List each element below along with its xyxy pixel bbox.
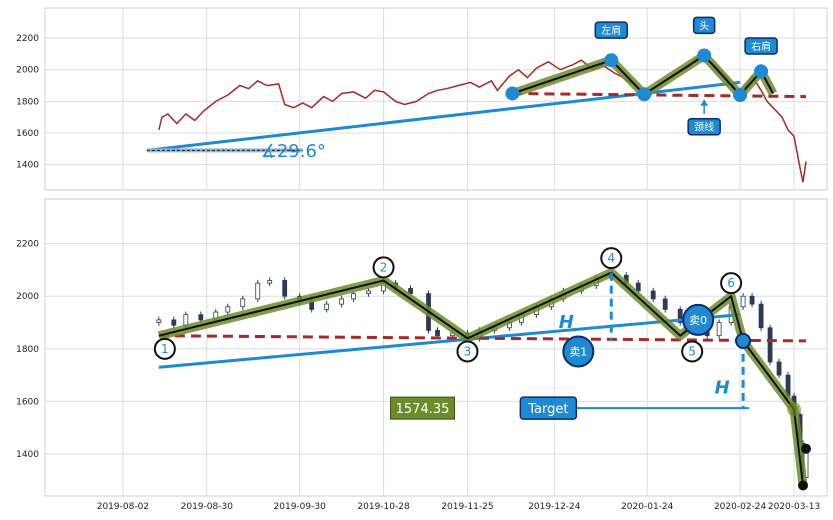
y-tick-label: 2000 [16, 292, 39, 302]
sell-marker-circle [682, 303, 715, 336]
annotation-label-box [744, 37, 778, 55]
pivot-point-label: 5 [688, 344, 696, 358]
candle-body [156, 319, 162, 323]
y-tick-label: 2000 [16, 66, 39, 76]
target-label-box [519, 396, 578, 420]
annotation-label-box [687, 117, 721, 136]
candle-body [749, 295, 755, 305]
y-tick-label: 2200 [16, 34, 39, 44]
pivot-point-label: 1 [161, 342, 169, 356]
top-panel-frame [44, 7, 828, 191]
pivot-marker [637, 87, 652, 102]
candle-body [225, 306, 231, 313]
x-tick-label: 2020-01-24 [621, 502, 674, 512]
breakout-marker [735, 332, 752, 349]
pivot-marker [505, 86, 520, 101]
target-value-label: 1574.35 [396, 402, 450, 417]
sell-marker-label: 卖1 [569, 345, 587, 358]
annotation-label: 颈线 [694, 121, 714, 134]
pivot-marker [733, 88, 748, 103]
y-tick-label: 1800 [16, 345, 39, 355]
candle-body [351, 293, 357, 300]
sell-marker-circle [562, 335, 595, 368]
y-tick-label: 1400 [16, 450, 39, 460]
x-tick-label: 2019-09-30 [274, 502, 327, 512]
neckline [158, 334, 807, 343]
pivot-marker [697, 48, 712, 63]
candle-body [435, 330, 440, 337]
sell-marker-label: 卖0 [689, 314, 707, 327]
x-tick-label: 2020-02-24 [714, 502, 767, 512]
y-tick-label: 1800 [16, 97, 39, 107]
y-tick-label: 2200 [16, 240, 39, 250]
pivot-point-circle [456, 340, 479, 363]
y-tick-label: 1600 [16, 397, 39, 407]
pivot-marker [604, 53, 619, 68]
candle-body [662, 298, 668, 310]
candle-body [198, 314, 204, 321]
pivot-point-label: 2 [380, 260, 388, 274]
candle-body [758, 303, 764, 329]
y-tick-label: 1600 [16, 129, 39, 139]
pivot-point-circle [372, 256, 395, 279]
pivot-point-label: 3 [464, 344, 472, 358]
pivot-point-circle [153, 337, 176, 360]
candle-body [324, 303, 330, 310]
x-tick-label: 2020-03-13 [768, 502, 820, 512]
annotation-label: 右肩 [751, 40, 771, 53]
candle-body [255, 282, 261, 300]
target-hit-marker [787, 402, 802, 417]
candle-body [339, 298, 345, 305]
x-tick-label: 2019-11-25 [441, 502, 493, 512]
angle-label: ∡29.6° [261, 141, 326, 162]
pivot-point-label: 6 [727, 276, 735, 290]
candle-body [171, 319, 177, 326]
neckline [512, 92, 807, 99]
candle-body [776, 361, 782, 376]
x-tick-label: 2019-08-30 [181, 502, 234, 512]
x-tick-label: 2019-12-24 [528, 502, 581, 512]
candle-body [767, 327, 773, 363]
candle-body [635, 282, 641, 292]
candle-body [677, 308, 683, 323]
candle-body [650, 290, 656, 300]
end-marker [798, 480, 809, 491]
pivot-marker [754, 64, 769, 79]
candle-body [740, 295, 746, 308]
candle-body [267, 280, 273, 284]
candle-body [240, 298, 246, 308]
height-label: H [715, 377, 730, 398]
annotation-label-box [594, 21, 629, 39]
annotation-label-box [692, 16, 716, 35]
end-marker [801, 443, 812, 454]
pivot-point-circle [720, 272, 743, 295]
y-tick-label: 1400 [16, 161, 39, 171]
height-label: H [559, 312, 574, 333]
arrow-head [700, 99, 709, 106]
candle-body [282, 280, 288, 297]
candle-body [366, 290, 371, 295]
pivot-point-circle [681, 340, 704, 363]
annotation-label: 左肩 [601, 24, 621, 37]
pivot-point-label: 4 [607, 251, 615, 265]
candle-body [716, 322, 722, 337]
target-label: Target [527, 402, 568, 417]
annotation-label: 头 [699, 20, 709, 32]
x-tick-label: 2019-10-28 [357, 502, 410, 512]
bottom-panel: 1400 1600 1800 2000 2200 2019-08-02 2019-08-30… [16, 198, 828, 512]
target-value-box [390, 396, 456, 420]
pivot-point-circle [600, 247, 623, 270]
trend-line [158, 313, 741, 369]
x-tick-label: 2019-08-02 [97, 502, 149, 512]
candle-body [183, 314, 189, 326]
pattern-line [158, 271, 804, 486]
